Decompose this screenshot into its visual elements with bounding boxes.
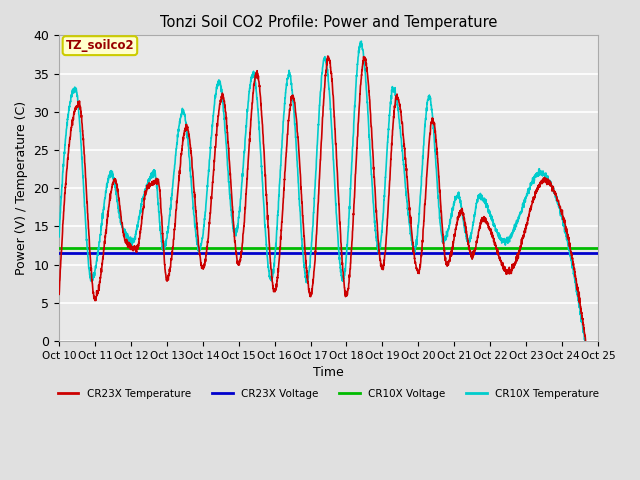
Y-axis label: Power (V) / Temperature (C): Power (V) / Temperature (C) xyxy=(15,101,28,275)
Legend: CR23X Temperature, CR23X Voltage, CR10X Voltage, CR10X Temperature: CR23X Temperature, CR23X Voltage, CR10X … xyxy=(53,384,604,403)
Title: Tonzi Soil CO2 Profile: Power and Temperature: Tonzi Soil CO2 Profile: Power and Temper… xyxy=(160,15,497,30)
X-axis label: Time: Time xyxy=(313,366,344,379)
Text: TZ_soilco2: TZ_soilco2 xyxy=(66,39,134,52)
